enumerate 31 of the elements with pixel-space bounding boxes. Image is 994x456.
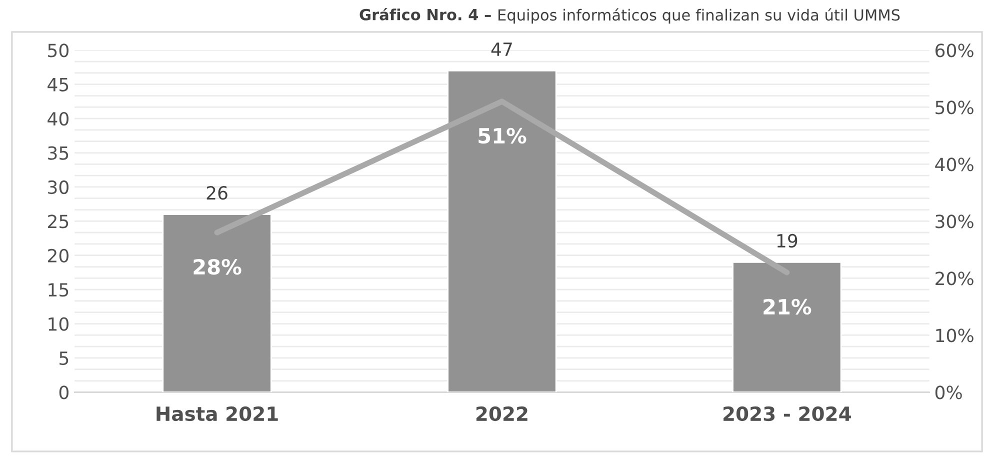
y-tick-label: 25 bbox=[48, 214, 68, 228]
y-tick-label: 50 bbox=[48, 44, 68, 58]
y-tick-label: 15 bbox=[48, 283, 68, 297]
x-tick-label: Hasta 2021 bbox=[156, 406, 278, 422]
y2-tick-label: 30% bbox=[936, 214, 974, 228]
y-tick-label: 40 bbox=[48, 112, 68, 126]
y2-tick-label: 0% bbox=[935, 386, 962, 400]
y-tick-label: 35 bbox=[48, 146, 68, 160]
y2-tick-label: 50% bbox=[936, 100, 974, 114]
y2-tick-label: 60% bbox=[936, 44, 974, 58]
data-label: 19 bbox=[777, 234, 798, 248]
y-tick-label: 30 bbox=[48, 180, 68, 194]
bar bbox=[732, 262, 842, 392]
chart-title: Gráfico Nro. 4 – Equipos informáticos que finalizan su vida útil UMMS bbox=[360, 8, 900, 24]
data-label: 21% bbox=[764, 298, 812, 315]
y-tick-label: 5 bbox=[60, 352, 68, 366]
data-label: 51% bbox=[478, 128, 526, 144]
x-tick-label: 2022 bbox=[476, 406, 528, 422]
y2-tick-label: 10% bbox=[936, 328, 974, 342]
y-tick-label: 45 bbox=[48, 78, 68, 92]
y-tick-label: 10 bbox=[48, 317, 68, 331]
x-tick-label: 2023 - 2024 bbox=[724, 406, 851, 422]
data-label: 28% bbox=[194, 258, 242, 275]
y-tick-label: 0 bbox=[59, 386, 68, 400]
data-label: 47 bbox=[491, 42, 512, 56]
y2-tick-label: 20% bbox=[936, 272, 974, 286]
bar bbox=[162, 214, 272, 392]
y2-tick-label: 40% bbox=[935, 158, 974, 172]
bar bbox=[447, 70, 557, 392]
y-tick-label: 20 bbox=[48, 248, 68, 262]
data-label: 26 bbox=[206, 186, 228, 200]
